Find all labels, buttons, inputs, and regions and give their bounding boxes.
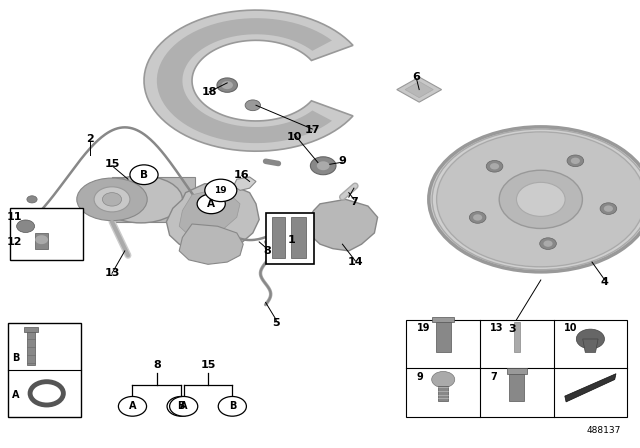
Text: 16: 16 xyxy=(234,170,250,180)
Text: 7: 7 xyxy=(490,371,497,382)
Polygon shape xyxy=(144,10,353,151)
Text: 17: 17 xyxy=(305,125,320,135)
Polygon shape xyxy=(307,199,378,251)
Text: 14: 14 xyxy=(348,257,363,267)
Text: 6: 6 xyxy=(413,72,420,82)
Polygon shape xyxy=(433,317,454,322)
Text: 18: 18 xyxy=(202,87,217,97)
Text: 3: 3 xyxy=(508,324,516,334)
Circle shape xyxy=(35,235,48,244)
Polygon shape xyxy=(291,217,306,258)
Circle shape xyxy=(17,220,35,233)
Text: A: A xyxy=(180,401,188,411)
Circle shape xyxy=(130,165,158,185)
Polygon shape xyxy=(35,233,48,249)
Circle shape xyxy=(167,396,195,416)
Text: A: A xyxy=(12,390,19,400)
Circle shape xyxy=(576,329,605,349)
Polygon shape xyxy=(438,386,448,401)
Circle shape xyxy=(94,187,130,212)
Circle shape xyxy=(604,206,613,212)
Polygon shape xyxy=(509,374,525,401)
Circle shape xyxy=(490,163,499,169)
Circle shape xyxy=(469,211,486,223)
Text: 19: 19 xyxy=(417,323,430,333)
Bar xyxy=(8,323,81,417)
Circle shape xyxy=(540,238,556,250)
Text: 488137: 488137 xyxy=(586,426,621,435)
Polygon shape xyxy=(166,184,259,253)
Circle shape xyxy=(499,170,582,228)
Text: 13: 13 xyxy=(104,268,120,278)
Ellipse shape xyxy=(77,178,147,220)
Bar xyxy=(10,208,83,260)
Text: B: B xyxy=(228,401,236,411)
Text: 15: 15 xyxy=(104,159,120,168)
Polygon shape xyxy=(435,322,451,353)
Circle shape xyxy=(118,396,147,416)
Circle shape xyxy=(245,100,260,111)
Polygon shape xyxy=(179,224,243,264)
Circle shape xyxy=(543,241,552,247)
Bar xyxy=(266,213,314,264)
Text: 9: 9 xyxy=(339,156,346,166)
Text: 8: 8 xyxy=(153,360,161,370)
Circle shape xyxy=(27,196,37,203)
Circle shape xyxy=(317,161,330,170)
Text: 1: 1 xyxy=(287,235,295,245)
Text: B: B xyxy=(140,170,148,180)
Circle shape xyxy=(218,396,246,416)
Text: 12: 12 xyxy=(6,237,22,247)
Ellipse shape xyxy=(437,133,640,266)
Circle shape xyxy=(432,371,454,388)
Text: B: B xyxy=(177,401,185,411)
Text: 5: 5 xyxy=(273,318,280,327)
Polygon shape xyxy=(583,339,598,353)
Circle shape xyxy=(102,193,122,206)
Ellipse shape xyxy=(429,127,640,272)
Bar xyxy=(24,327,38,332)
Text: 11: 11 xyxy=(6,212,22,222)
Text: 10: 10 xyxy=(287,132,302,142)
Polygon shape xyxy=(179,190,240,237)
Circle shape xyxy=(516,182,565,216)
Text: B: B xyxy=(12,353,19,363)
Polygon shape xyxy=(405,82,433,98)
Polygon shape xyxy=(397,77,442,102)
Text: A: A xyxy=(129,401,136,411)
Polygon shape xyxy=(27,329,35,365)
Ellipse shape xyxy=(99,176,182,223)
Polygon shape xyxy=(564,374,616,402)
Circle shape xyxy=(571,158,580,164)
Circle shape xyxy=(170,396,198,416)
Circle shape xyxy=(473,214,482,221)
Text: 9: 9 xyxy=(417,371,424,382)
Text: 13: 13 xyxy=(490,323,504,333)
Polygon shape xyxy=(507,368,527,374)
Circle shape xyxy=(600,203,617,215)
Polygon shape xyxy=(157,18,332,143)
Bar xyxy=(112,177,195,222)
Circle shape xyxy=(310,157,336,175)
Circle shape xyxy=(567,155,584,167)
Text: 10: 10 xyxy=(564,323,577,333)
Polygon shape xyxy=(272,217,285,258)
Text: 19: 19 xyxy=(214,186,227,195)
Circle shape xyxy=(486,160,503,172)
Text: 2: 2 xyxy=(86,134,93,144)
Circle shape xyxy=(205,179,237,202)
Text: A: A xyxy=(207,199,215,209)
Bar xyxy=(406,320,627,417)
Polygon shape xyxy=(514,323,520,353)
Text: 7: 7 xyxy=(350,197,358,207)
Text: 4: 4 xyxy=(601,277,609,287)
Polygon shape xyxy=(234,177,256,190)
Circle shape xyxy=(197,194,225,214)
Text: 15: 15 xyxy=(200,360,216,370)
Circle shape xyxy=(221,81,233,89)
Text: 8: 8 xyxy=(264,246,271,256)
Circle shape xyxy=(217,78,237,92)
